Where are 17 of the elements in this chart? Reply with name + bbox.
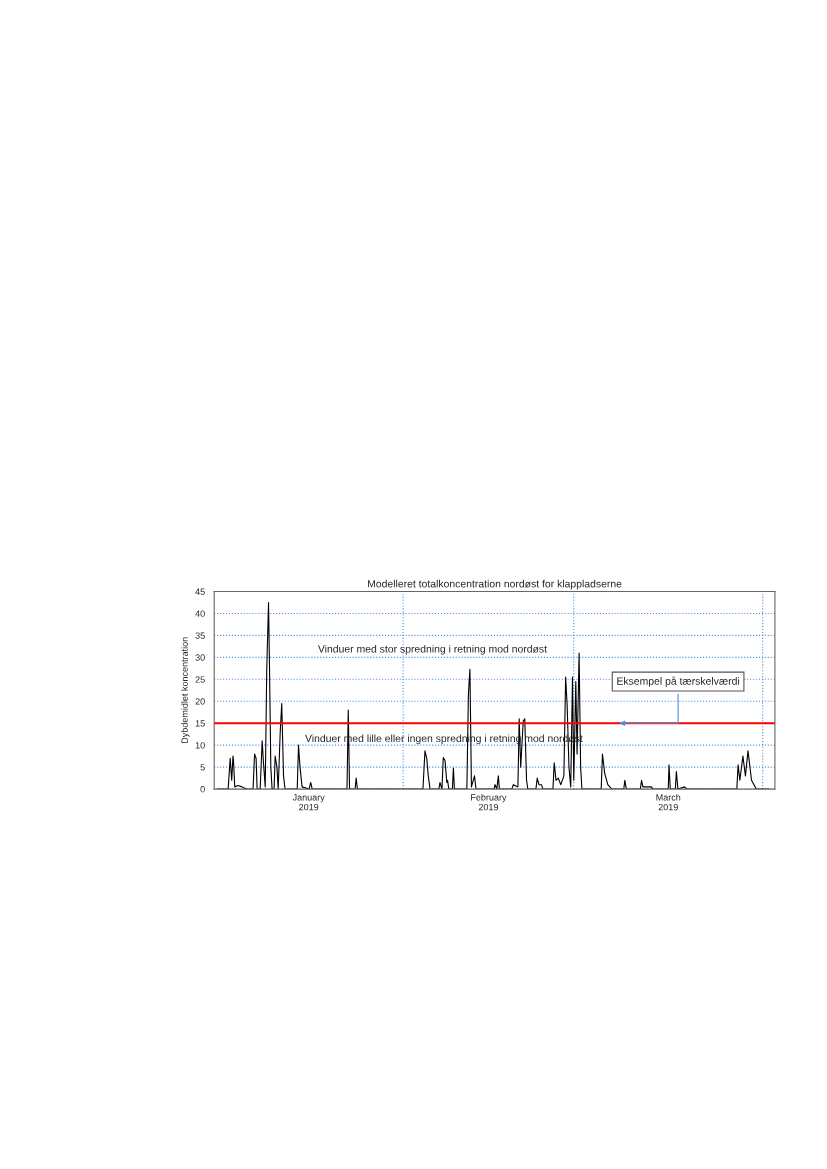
x-tick-label: January 2019 — [292, 794, 325, 811]
y-tick-label: 45 — [195, 588, 205, 595]
chart-title: Modelleret totalkoncentration nordøst for klappladserne — [368, 579, 622, 590]
annotation: Eksempel på tærskelværdi — [617, 676, 740, 687]
y-tick-label: 35 — [195, 632, 205, 639]
y-tick-label: 5 — [200, 764, 205, 771]
x-tick-label: March 2019 — [656, 793, 681, 811]
y-tick-label: 40 — [195, 610, 205, 617]
y-tick-label: 20 — [195, 698, 205, 705]
y-tick-label: 0 — [200, 786, 205, 793]
y-tick-label: 30 — [195, 654, 205, 661]
x-tick-label: February 2019 — [471, 793, 507, 811]
annotation: Vinduer med stor spredning i retning mod nordøst — [317, 644, 547, 655]
y-tick-label: 15 — [195, 720, 205, 727]
y-tick-label: 10 — [195, 742, 205, 749]
y-tick-label: 25 — [195, 676, 205, 683]
y-axis-title: Dybdemidlet koncentration — [181, 637, 190, 743]
